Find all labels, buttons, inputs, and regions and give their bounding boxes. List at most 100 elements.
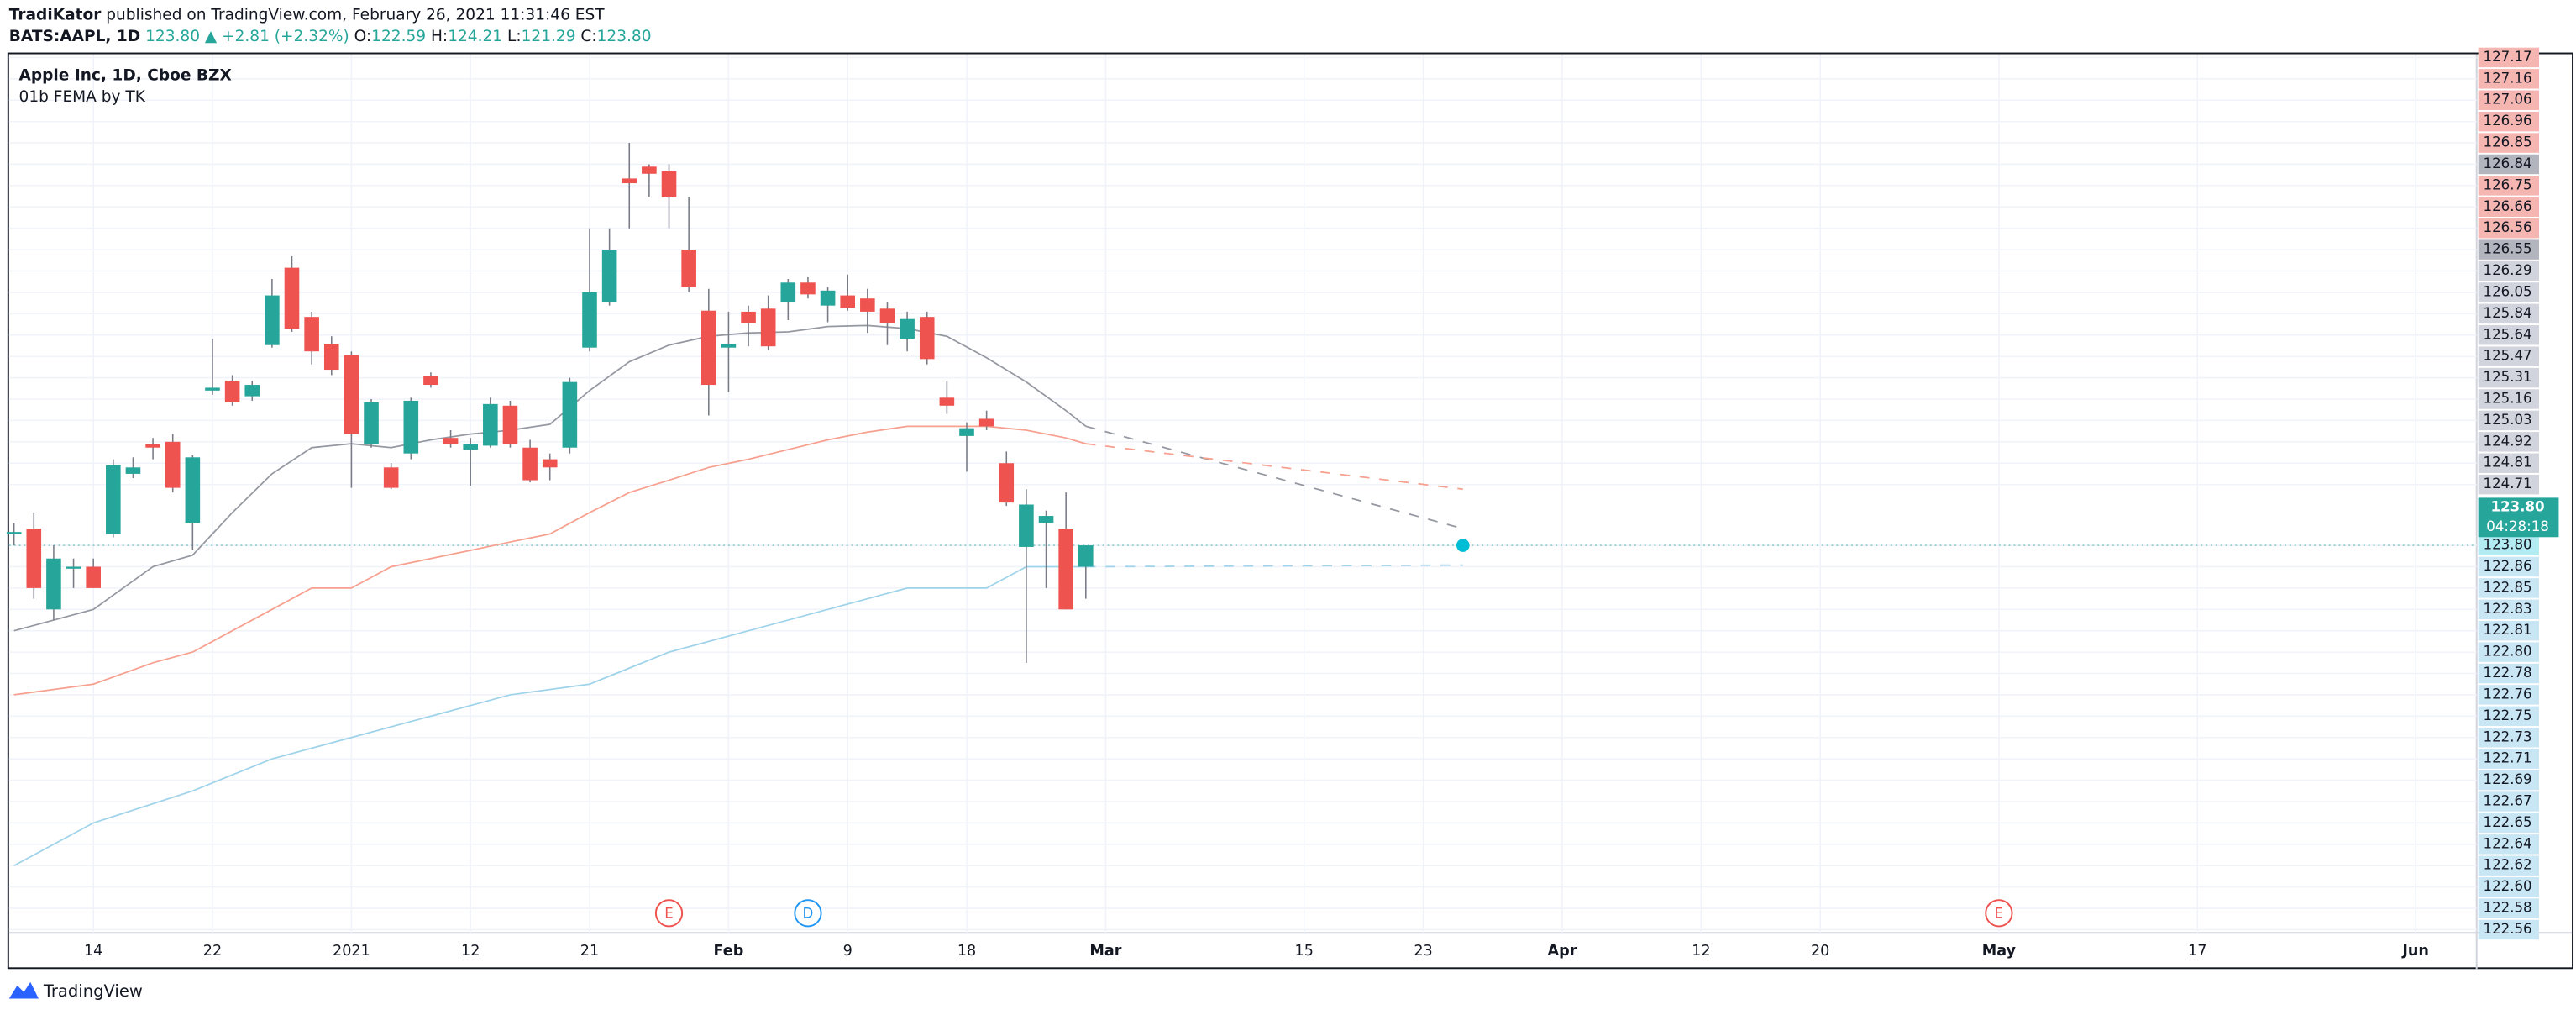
event-label: D: [803, 905, 814, 921]
x-tick-label: 2021: [333, 943, 370, 960]
candle-body: [1019, 504, 1034, 547]
candle-body: [344, 355, 359, 434]
candle-body: [205, 387, 220, 391]
candle-body: [661, 171, 677, 197]
candle-body: [125, 467, 141, 474]
y-tick-label: 127.17: [2484, 49, 2532, 65]
candle-body: [423, 376, 438, 386]
ohlc-label: C:: [580, 28, 596, 45]
y-tick-bg: [2478, 898, 2539, 918]
y-tick-bg: [2478, 90, 2539, 110]
x-tick-label: 9: [843, 943, 853, 960]
y-tick-label: 125.31: [2484, 369, 2532, 385]
candle-body: [383, 467, 399, 488]
candle-body: [919, 317, 935, 360]
x-tick-label: Feb: [714, 943, 744, 960]
y-tick-bg: [2478, 389, 2539, 409]
axes: 127.17 127.16 127.06 126.96 126.85 126.84 126.…: [84, 47, 2559, 960]
ema-line: [13, 565, 1086, 866]
x-tick-label: 22: [203, 943, 222, 960]
y-tick-bg: [2478, 218, 2539, 239]
tradingview-logo: TradingView: [8, 981, 143, 1001]
y-tick-label: 122.73: [2484, 728, 2532, 744]
y-tick-label: 124.81: [2484, 455, 2532, 471]
y-tick-label: 122.81: [2484, 622, 2532, 638]
y-tick-bg: [2478, 432, 2539, 452]
y-tick-label: 125.16: [2484, 390, 2532, 406]
candle-body: [582, 292, 597, 348]
x-tick-label: 12: [461, 943, 480, 960]
candle-body: [185, 457, 201, 523]
candle-body: [741, 311, 756, 323]
candle-body: [364, 402, 379, 444]
y-tick-label: 126.55: [2484, 241, 2532, 257]
candle-body: [681, 250, 696, 287]
y-tick-label: 122.86: [2484, 558, 2532, 574]
y-tick-label: 126.56: [2484, 219, 2532, 235]
candle-body: [224, 380, 240, 402]
x-tick-label: Jun: [2401, 943, 2429, 960]
event-marker: [1985, 899, 2013, 928]
candle-body: [304, 317, 319, 352]
chart-title: Apple Inc, 1D, Cboe BZX: [19, 66, 232, 84]
y-tick-label: 122.80: [2484, 644, 2532, 660]
candle-body: [145, 444, 160, 448]
y-tick-bg: [2478, 47, 2539, 68]
candle-body: [820, 290, 836, 306]
candle-body: [46, 558, 61, 610]
y-tick-label: 126.66: [2484, 198, 2532, 214]
y-tick-bg: [2478, 303, 2539, 324]
y-tick-bg: [2478, 919, 2539, 940]
y-tick-bg: [2478, 578, 2539, 598]
y-tick-bg: [2478, 133, 2539, 153]
candle-body: [284, 267, 300, 329]
x-tick-label: 21: [580, 943, 599, 960]
y-tick-bg: [2478, 663, 2539, 684]
y-tick-label: 124.92: [2484, 433, 2532, 449]
ema-projection: [1085, 564, 1463, 568]
candle-body: [800, 282, 816, 295]
x-tick-label: 17: [2188, 943, 2206, 960]
y-tick-bg: [2478, 367, 2539, 388]
event-label: E: [664, 905, 673, 921]
candle-body: [642, 166, 657, 174]
candle-body: [106, 465, 121, 534]
y-tick-bg: [2478, 791, 2539, 812]
y-tick-label: 122.58: [2484, 900, 2532, 916]
projection-point: [1456, 539, 1470, 552]
y-tick-label: 123.80: [2484, 537, 2532, 553]
candle-body: [6, 532, 22, 534]
y-tick-label: 126.05: [2484, 283, 2532, 299]
candle-body: [502, 405, 518, 444]
y-tick-bg: [2478, 325, 2539, 345]
candle-body: [1058, 529, 1073, 610]
y-tick-bg: [2478, 239, 2539, 260]
event-marker: [794, 899, 822, 928]
y-tick-bg: [2478, 535, 2539, 555]
indicator-name: 01b FEMA by TK: [19, 88, 146, 106]
ema-line: [13, 425, 1087, 696]
y-tick-bg: [2478, 749, 2539, 769]
y-tick-label: 122.83: [2484, 601, 2532, 617]
candle-body: [483, 403, 498, 446]
candle-body: [165, 441, 181, 488]
candle-body: [66, 566, 81, 569]
ema-projection: [1085, 443, 1463, 491]
y-tick-label: 126.96: [2484, 113, 2532, 129]
y-tick-bg: [2478, 706, 2539, 727]
ohlc-value: 122.59: [371, 28, 426, 45]
candle-body: [760, 308, 776, 347]
x-tick-label: Mar: [1089, 943, 1121, 960]
last-price-label: 123.80: [2491, 499, 2545, 515]
published: published on TradingView.com, February 2…: [106, 6, 605, 24]
y-tick-label: 126.84: [2484, 155, 2532, 171]
symbol-line: BATS:AAPL, 1D 123.80 ▲ +2.81 (+2.32%) O:…: [9, 28, 652, 45]
y-tick-label: 122.76: [2484, 686, 2532, 702]
y-tick-label: 122.67: [2484, 792, 2532, 808]
y-tick-bg: [2478, 154, 2539, 175]
author: TradiKator: [9, 6, 102, 24]
x-tick-label: 18: [957, 943, 976, 960]
candle-body: [1078, 545, 1094, 567]
